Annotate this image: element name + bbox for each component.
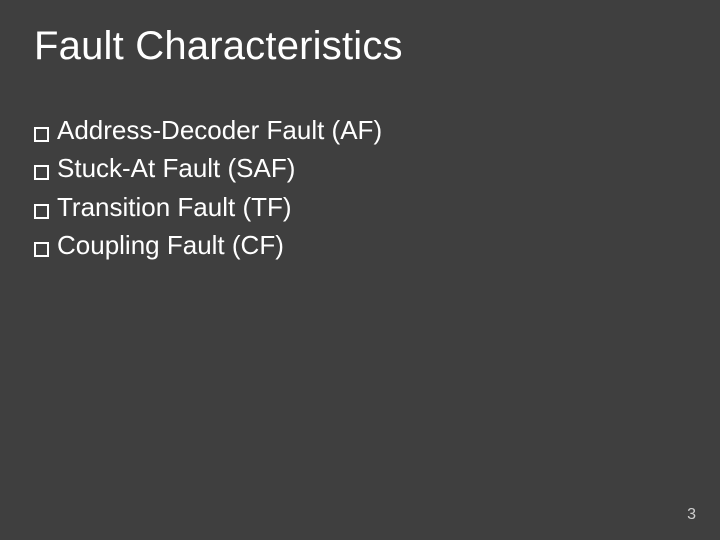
square-bullet-icon [34, 165, 49, 180]
bullet-text: Address-Decoder Fault (AF) [57, 112, 382, 148]
square-bullet-icon [34, 204, 49, 219]
square-bullet-icon [34, 127, 49, 142]
bullet-text: Transition Fault (TF) [57, 189, 292, 225]
list-item: Coupling Fault (CF) [34, 227, 686, 263]
bullet-list: Address-Decoder Fault (AF) Stuck-At Faul… [34, 112, 686, 266]
square-bullet-icon [34, 242, 49, 257]
slide-title: Fault Characteristics [34, 24, 403, 69]
list-item: Transition Fault (TF) [34, 189, 686, 225]
page-number: 3 [687, 506, 696, 524]
list-item: Stuck-At Fault (SAF) [34, 150, 686, 186]
bullet-text: Stuck-At Fault (SAF) [57, 150, 295, 186]
list-item: Address-Decoder Fault (AF) [34, 112, 686, 148]
bullet-text: Coupling Fault (CF) [57, 227, 284, 263]
slide: Fault Characteristics Address-Decoder Fa… [0, 0, 720, 540]
